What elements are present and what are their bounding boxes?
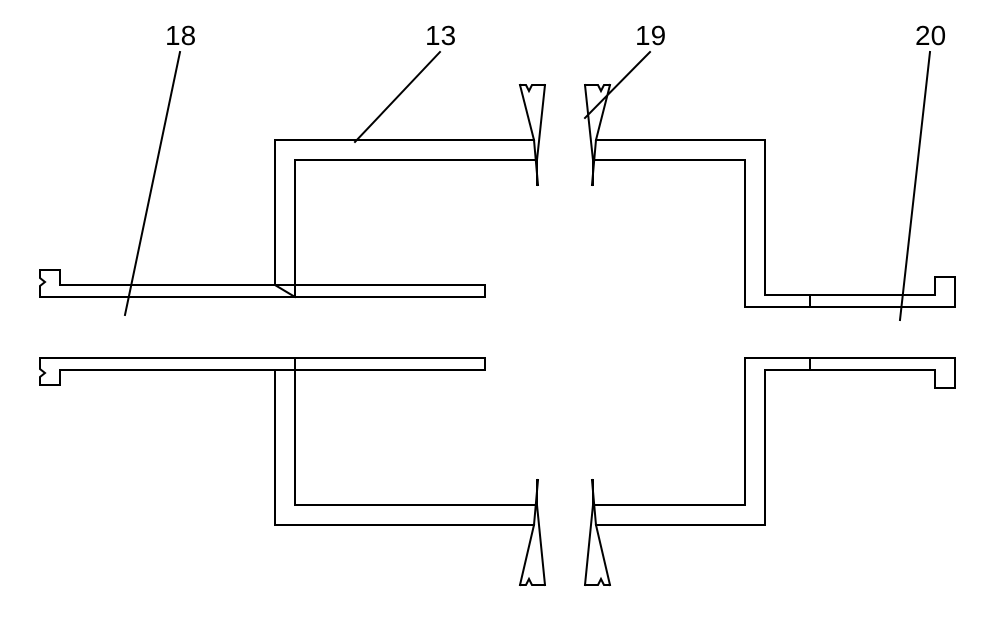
- label-18: 18: [165, 20, 196, 52]
- label-20: 20: [915, 20, 946, 52]
- diagram-canvas: 18 13 19 20: [0, 0, 1000, 633]
- label-19: 19: [635, 20, 666, 52]
- technical-drawing: [0, 0, 1000, 633]
- label-13: 13: [425, 20, 456, 52]
